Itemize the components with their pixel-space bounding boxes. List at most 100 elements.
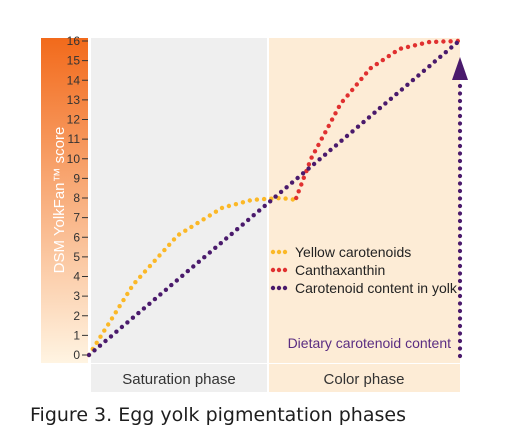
arrow-dot xyxy=(457,323,463,329)
arrow-dot xyxy=(457,136,463,141)
series-dot xyxy=(114,329,119,334)
series-dot xyxy=(171,237,177,242)
series-dot xyxy=(427,63,432,69)
arrow-dot xyxy=(457,143,463,149)
legend: Yellow carotenoids Canthaxanthin Carotenoi… xyxy=(270,244,458,296)
series-dot xyxy=(121,297,126,303)
series-dot xyxy=(128,285,134,291)
series-dot xyxy=(86,352,92,358)
y-axis-label: DSM YolkFan™ score xyxy=(51,127,68,274)
series-dot xyxy=(329,117,335,122)
series-dot xyxy=(309,155,314,160)
series-dot xyxy=(333,143,339,148)
y-tick-label: 2 xyxy=(73,309,80,323)
series-dot xyxy=(224,236,229,241)
series-dot xyxy=(374,61,379,67)
arrow-dot xyxy=(457,218,463,224)
series-dot xyxy=(157,253,162,258)
saturation-phase-area xyxy=(91,38,267,363)
series-dot xyxy=(152,258,157,263)
series-dot xyxy=(432,59,437,64)
series-dot xyxy=(218,241,223,246)
series-dot xyxy=(454,40,459,46)
series-dot xyxy=(163,287,169,292)
series-dot xyxy=(405,44,411,50)
series-dot xyxy=(180,273,185,278)
arrow-dot xyxy=(457,338,463,344)
legend-swatch-dot xyxy=(282,267,288,273)
series-dot xyxy=(290,197,295,202)
series-dot xyxy=(368,65,373,71)
y-tick-label: 10 xyxy=(67,152,81,166)
arrow-dot xyxy=(457,278,463,284)
series-dot xyxy=(235,227,240,232)
series-dot xyxy=(141,306,147,311)
series-dot xyxy=(328,147,333,153)
series-dot xyxy=(229,231,234,237)
arrow-dot xyxy=(457,226,463,231)
color-phase-label-box xyxy=(269,364,460,392)
arrow-dot xyxy=(457,308,463,314)
series-dot xyxy=(323,130,328,135)
arrow-dot xyxy=(457,263,463,269)
dietary-carotenoid-label: Dietary carotenoid content xyxy=(288,335,452,351)
series-dot xyxy=(336,104,342,110)
y-tick-label: 15 xyxy=(67,54,81,68)
series-dot xyxy=(136,310,141,316)
series-dot xyxy=(207,250,212,255)
arrow-dot xyxy=(457,173,463,179)
series-dot xyxy=(296,189,301,194)
color-phase-area xyxy=(269,38,460,363)
series-dot xyxy=(339,138,344,143)
arrow-dot xyxy=(457,331,463,336)
series-dot xyxy=(226,203,232,209)
series-dot xyxy=(125,291,130,297)
series-dot xyxy=(174,278,179,283)
series-dot xyxy=(233,202,239,207)
arrow-dot xyxy=(457,128,463,134)
y-tick-label: 11 xyxy=(68,132,81,146)
legend-swatch-dot xyxy=(276,249,282,255)
y-tick-label: 5 xyxy=(73,250,80,264)
saturation-phase-label-box xyxy=(91,364,267,392)
series-dot xyxy=(213,245,218,250)
y-tick-label: 13 xyxy=(67,93,81,107)
arrow-dot xyxy=(457,121,463,126)
series-dot xyxy=(319,136,324,141)
series-dot xyxy=(273,194,278,199)
legend-swatch-dot xyxy=(276,285,282,291)
y-tick-label: 3 xyxy=(73,289,80,303)
series-dot xyxy=(377,105,383,111)
y-tick-label: 0 xyxy=(73,348,80,362)
series-dot xyxy=(207,213,212,218)
series-dot xyxy=(183,228,188,233)
arrow-dot xyxy=(457,241,463,246)
arrow-dot xyxy=(457,203,463,209)
series-dot xyxy=(262,203,267,209)
series-dot xyxy=(392,49,397,55)
y-tick-label: 7 xyxy=(73,211,80,225)
y-tick-label: 1 xyxy=(73,328,80,342)
series-dot xyxy=(299,182,304,187)
dietary-arrow xyxy=(452,57,468,359)
series-dot xyxy=(195,220,200,226)
arrow-dot xyxy=(457,196,463,201)
series-dot xyxy=(108,334,114,339)
series-dot xyxy=(312,149,318,154)
legend-swatch-dot xyxy=(270,285,276,291)
series-dot xyxy=(246,217,251,223)
arrow-dot xyxy=(457,316,463,321)
series-dot xyxy=(106,322,111,327)
arrow-dot xyxy=(457,151,463,156)
series-dot xyxy=(441,39,446,44)
arrow-dot xyxy=(457,346,463,351)
y-tick-label: 9 xyxy=(73,171,80,185)
y-tick-label: 8 xyxy=(73,191,80,205)
y-tick-label: 12 xyxy=(67,113,81,127)
series-dot xyxy=(421,68,427,74)
series-dot xyxy=(109,316,115,321)
series-dot xyxy=(169,282,174,288)
series-dot xyxy=(189,224,194,230)
